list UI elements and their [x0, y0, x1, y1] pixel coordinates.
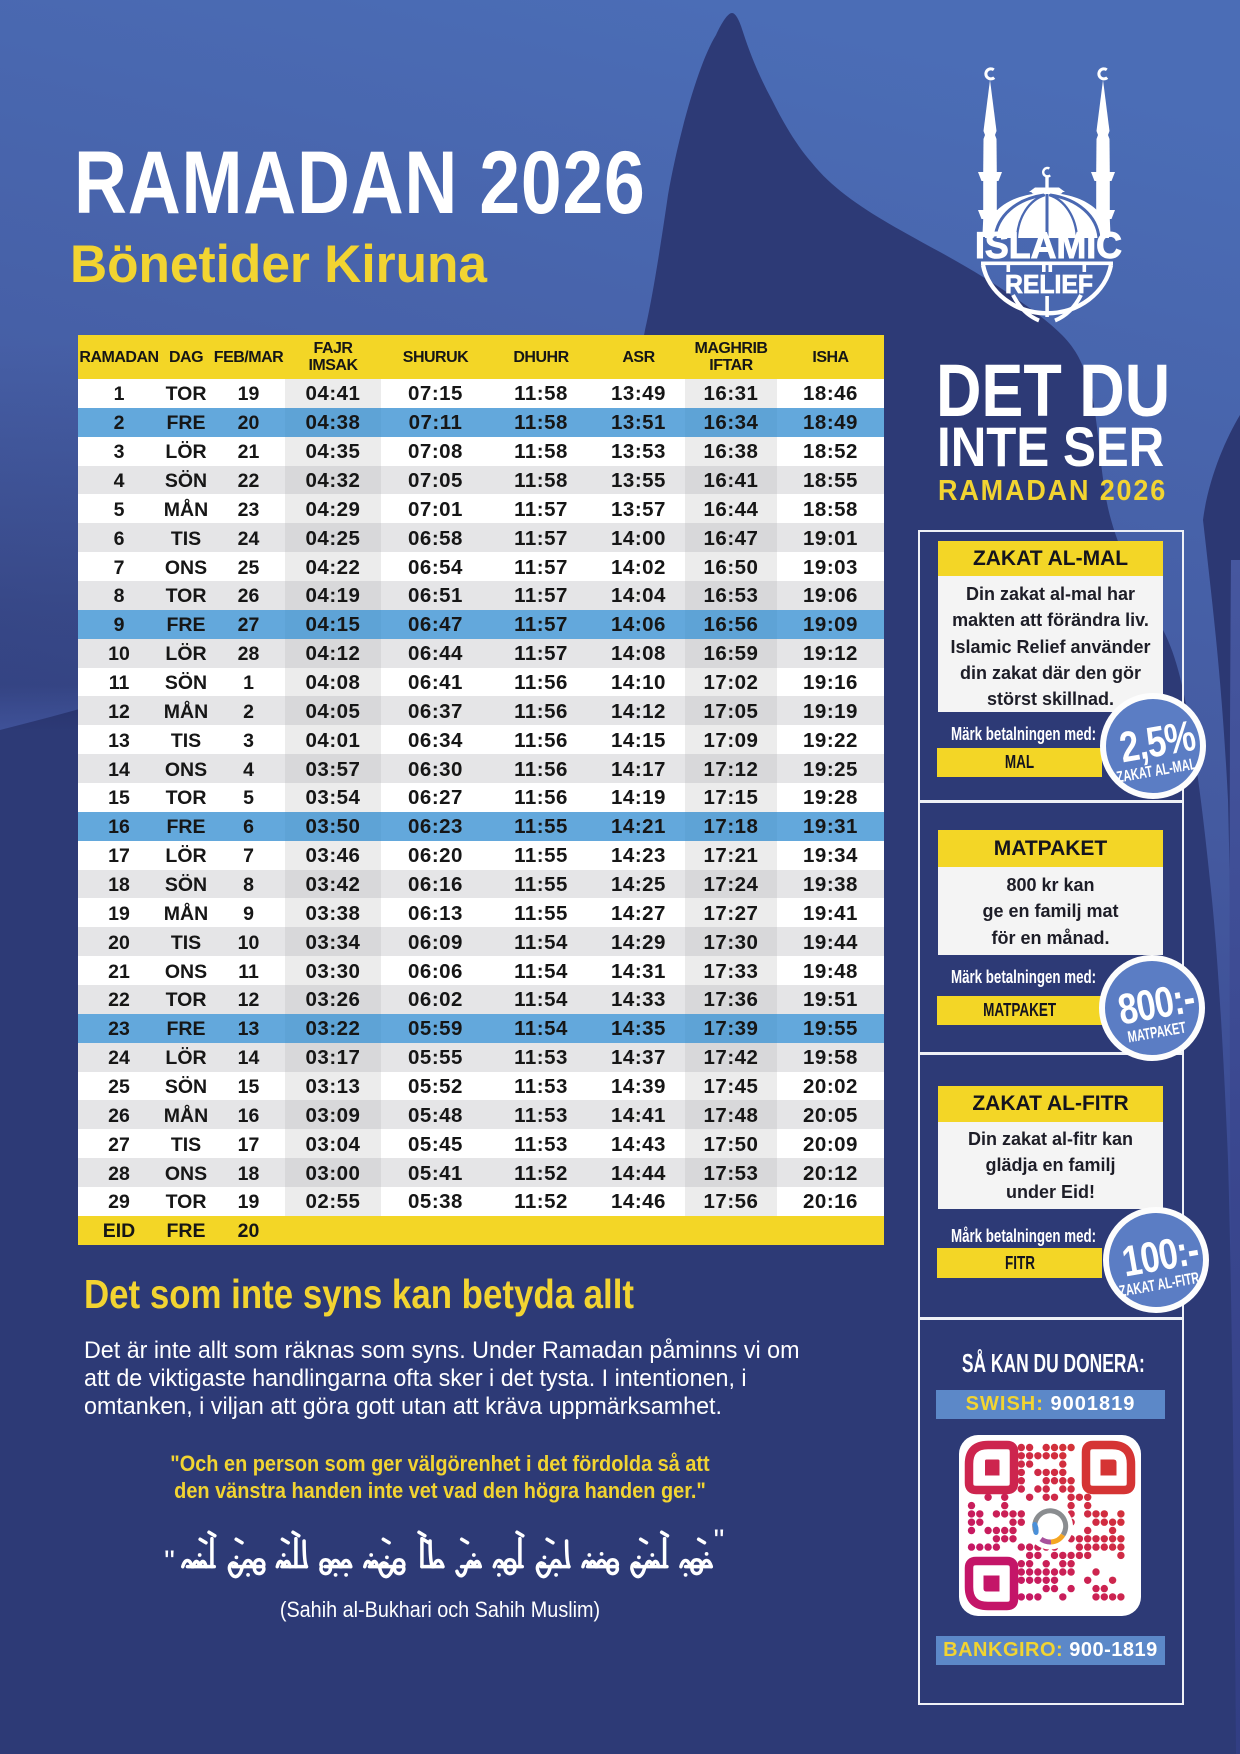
svg-text:ISLAMIC: ISLAMIC	[975, 225, 1122, 266]
svg-text:RELIEF: RELIEF	[1005, 269, 1093, 299]
svg-text:": "	[714, 1527, 725, 1557]
svg-text:": "	[164, 1545, 175, 1578]
